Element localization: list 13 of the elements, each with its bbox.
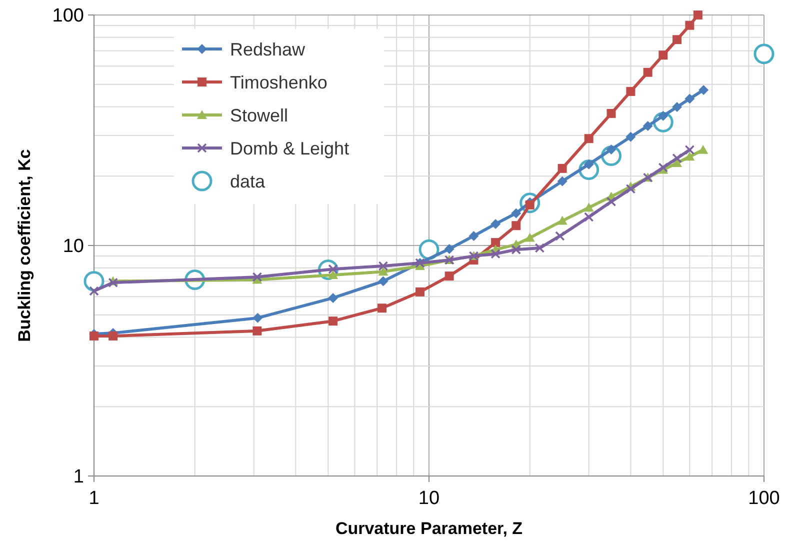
x-tick-label: 1	[88, 488, 100, 509]
legend-label: Timoshenko	[230, 72, 328, 92]
x-tick-label: 10	[418, 488, 440, 509]
y-tick-label: 100	[52, 6, 84, 27]
legend-label: Redshaw	[230, 39, 306, 60]
y-tick-label: 10	[62, 236, 84, 258]
y-tick-label: 1	[73, 466, 84, 488]
x-axis-title: Curvature Parameter, Z	[335, 519, 523, 538]
legend-label: data	[230, 171, 266, 192]
y-axis-title: Buckling coefficient, Kc	[15, 149, 34, 342]
x-tick-label: 100	[748, 488, 780, 509]
legend-label: Stowell	[230, 105, 288, 126]
legend-label: Domb & Leight	[230, 138, 350, 158]
